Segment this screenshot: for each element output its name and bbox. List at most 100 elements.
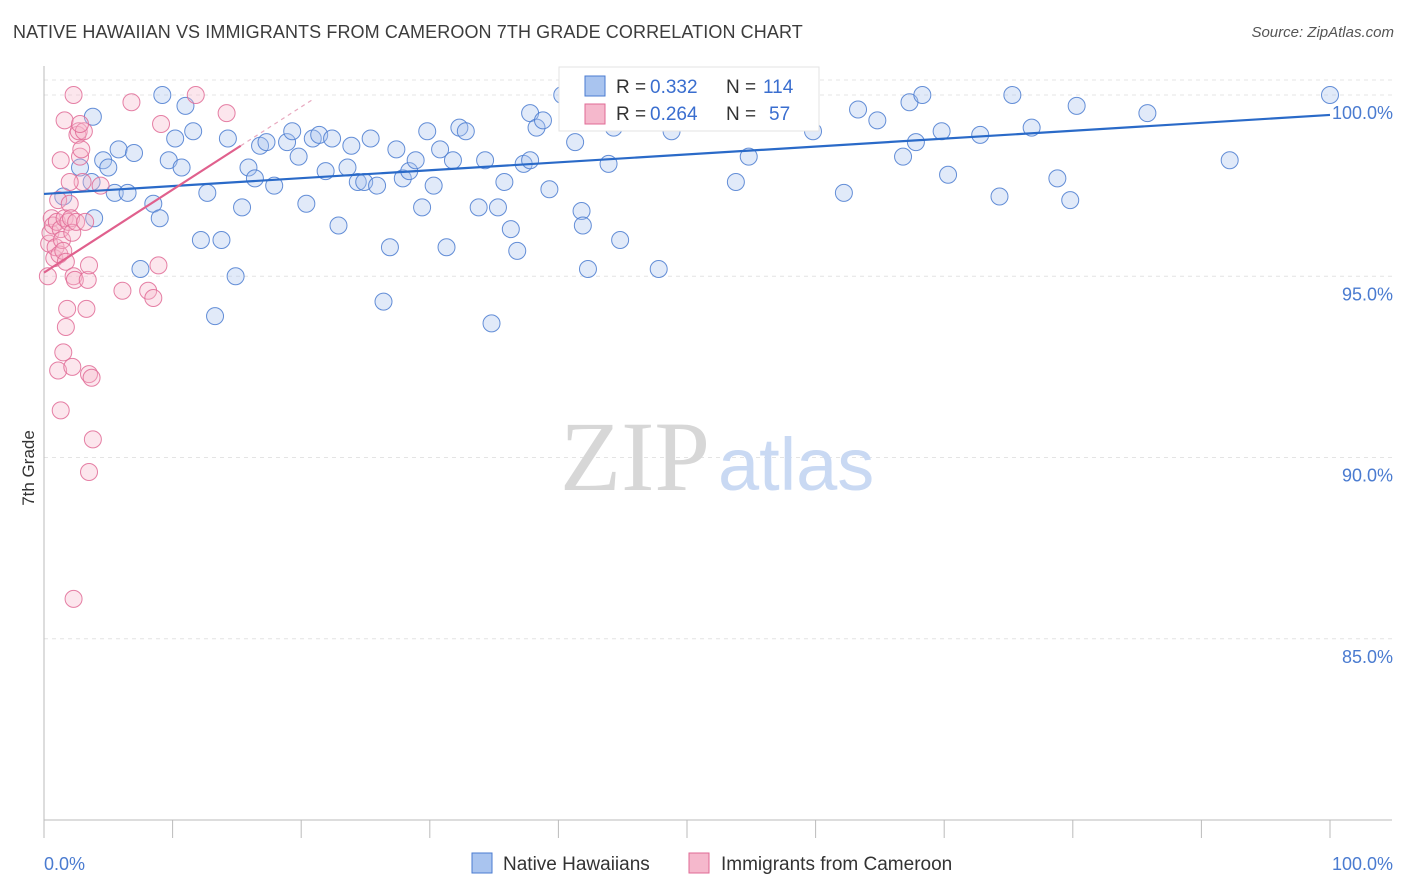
legend-r-label-1: R = [616,77,646,98]
legend-swatch-blue [584,75,606,97]
data-point [150,209,169,228]
data-point [122,93,141,112]
data-point [278,133,297,152]
data-point [212,231,231,249]
data-point [387,140,406,159]
data-point [1061,191,1080,210]
y-tick-label: 85.0% [1342,647,1393,667]
data-point [488,198,507,217]
tick-labels: 85.0% 90.0% 95.0% 100.0% 0.0% 100.0% [44,103,1393,874]
data-point [611,231,630,249]
data-point [131,260,150,278]
data-point [508,241,527,260]
data-point [265,176,284,195]
data-point [118,183,137,202]
data-point [125,144,144,162]
data-point [431,140,450,159]
data-point [113,281,132,300]
data-point [374,292,393,311]
data-point [69,122,88,141]
data-point [184,122,203,141]
data-point [41,223,60,242]
data-point [297,194,316,213]
data-point [443,151,462,170]
data-point [323,129,342,148]
legend-r-value-1: 0.332 [650,77,698,98]
data-point [868,111,887,130]
data-point [63,223,82,242]
data-point [1048,169,1067,188]
data-point [62,209,81,228]
bottom-legend-swatch-pink [688,852,710,874]
data-point [971,125,990,144]
data-point [172,158,191,177]
data-point [191,231,210,249]
data-point [218,129,237,148]
data-point [739,147,758,166]
data-point [368,176,387,195]
data-point [649,260,668,278]
data-point [54,343,73,362]
data-point [469,198,488,217]
trendline-native-hawaiians [43,113,1331,196]
data-point [71,147,90,166]
data-point [76,212,95,231]
x-tick-label-min: 0.0% [44,854,85,874]
data-point [540,180,559,199]
data-point [342,136,361,155]
data-point [60,173,79,191]
bottom-legend-label-1: Native Hawaiians [503,854,650,875]
data-point [834,183,853,202]
trendline-immigrants-from-cameroon [43,144,242,274]
data-point [80,463,99,481]
data-point [58,299,77,318]
data-point [406,151,425,170]
legend-swatch-pink [584,103,606,125]
data-point [77,299,96,318]
data-point [849,100,868,119]
data-point [83,430,102,449]
data-point [990,187,1009,206]
data-point [413,198,432,217]
y-tick-label: 100.0% [1332,103,1393,123]
data-point [55,111,74,130]
data-point [152,115,171,133]
stats-legend: R = 0.332 N = 114 R = 0.264 N = 57 [558,66,820,132]
bottom-legend-swatch-blue [471,852,493,874]
data-point [348,173,367,191]
data-point [239,158,258,177]
data-point [166,129,185,148]
data-point [1220,151,1239,170]
data-point [1138,104,1157,123]
data-point [482,314,501,333]
x-tick-label-max: 100.0% [1332,854,1393,874]
data-point [65,270,84,289]
data-point [894,147,913,166]
legend-r-label-2: R = [616,104,646,125]
data-point [527,118,546,137]
data-point [71,115,90,133]
chart-source: Source: ZipAtlas.com [1251,24,1394,41]
data-point [82,368,101,387]
data-point [226,267,245,286]
trendlines [43,98,1331,274]
data-point [476,151,495,170]
data-point [289,147,308,166]
data-point [144,289,163,307]
legend-r-value-2: 0.264 [650,104,698,125]
legend-n-value-2: 57 [769,104,790,125]
data-point [72,140,91,159]
data-point [361,129,380,148]
data-point [932,122,951,141]
data-point [906,133,925,152]
trendline-extension-cameroon [240,98,315,147]
series-legend: Native Hawaiians Immigrants from Cameroo… [471,852,952,875]
data-point [60,194,79,213]
legend-n-label-1: N = [726,77,756,98]
bottom-legend-label-2: Immigrants from Cameroon [721,854,952,875]
data-point [56,318,75,336]
data-point [99,158,118,177]
y-tick-label: 95.0% [1342,284,1393,304]
data-point [566,133,585,152]
